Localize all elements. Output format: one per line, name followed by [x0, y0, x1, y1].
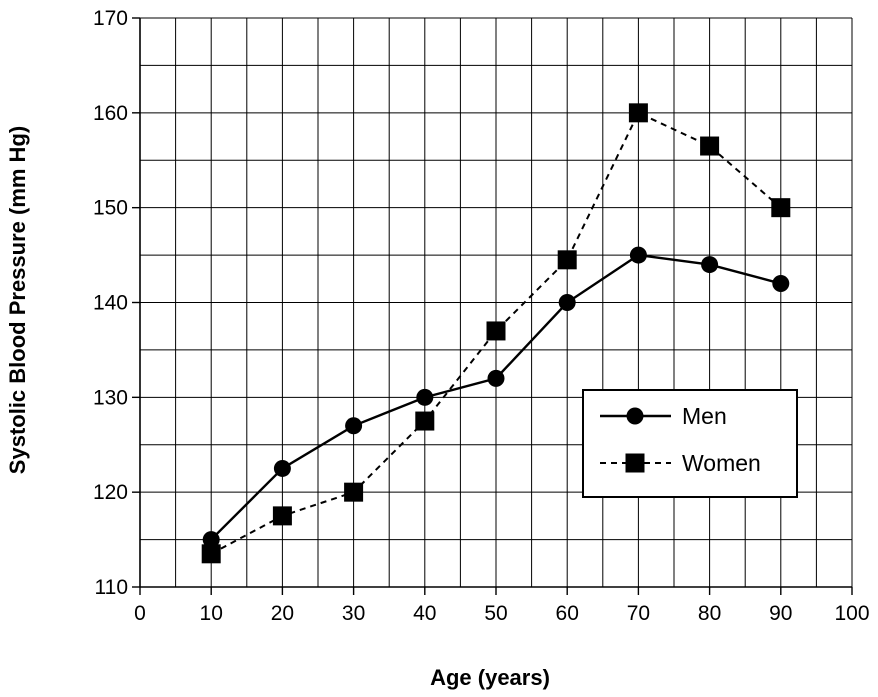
- data-point-women: [272, 506, 292, 526]
- legend: Men Women: [582, 389, 798, 498]
- data-point-men: [629, 246, 647, 264]
- data-point-men: [202, 531, 220, 549]
- x-tick-label: 90: [769, 602, 792, 625]
- y-tick-label: 160: [93, 102, 128, 125]
- series-layer: [201, 103, 791, 564]
- x-tick-label: 40: [413, 602, 436, 625]
- x-tick-label: 30: [342, 602, 365, 625]
- x-tick-label: 10: [200, 602, 223, 625]
- data-point-women: [486, 321, 506, 341]
- y-tick-label: 130: [93, 386, 128, 409]
- data-point-men: [558, 294, 576, 311]
- data-point-women: [771, 198, 791, 218]
- data-point-women: [201, 544, 221, 564]
- data-point-women: [628, 103, 648, 123]
- x-tick-label: 50: [484, 602, 507, 625]
- data-point-men: [772, 275, 790, 293]
- legend-box: [582, 389, 798, 498]
- y-tick-label: 150: [93, 197, 128, 220]
- x-tick-label: 20: [271, 602, 294, 625]
- data-point-men: [345, 417, 363, 435]
- y-tick-label: 120: [93, 481, 128, 504]
- y-tick-label: 110: [95, 576, 128, 599]
- data-point-women: [557, 250, 577, 270]
- data-point-men: [487, 369, 505, 387]
- data-point-women: [700, 136, 720, 156]
- x-axis-ticks: 0 10 20 30 40 50 60 70 80 90 100: [134, 587, 870, 625]
- y-axis-ticks: 110 120 130 140 150 160 170: [93, 7, 140, 599]
- grid: [139, 17, 853, 588]
- y-tick-label: 140: [93, 292, 128, 315]
- legend-label-women: Women: [682, 450, 761, 476]
- x-tick-label: 60: [556, 602, 579, 625]
- data-point-women: [344, 482, 364, 502]
- y-axis-title: Systolic Blood Pressure (mm Hg): [5, 126, 30, 474]
- legend-label-men: Men: [682, 403, 727, 429]
- series-men: [202, 246, 790, 549]
- data-point-men: [273, 459, 291, 477]
- x-axis-title: Age (years): [430, 665, 550, 690]
- y-tick-label: 170: [93, 7, 128, 30]
- data-point-women: [415, 411, 435, 431]
- series-women: [201, 103, 791, 564]
- x-tick-label: 70: [627, 602, 650, 625]
- x-tick-label: 100: [834, 602, 869, 625]
- x-tick-label: 80: [698, 602, 721, 625]
- legend-marker-women: [625, 453, 645, 473]
- x-tick-label: 0: [134, 602, 146, 625]
- legend-marker-men: [626, 407, 644, 425]
- data-point-men: [701, 256, 719, 274]
- data-point-men: [416, 388, 434, 406]
- series-line-women: [210, 111, 782, 555]
